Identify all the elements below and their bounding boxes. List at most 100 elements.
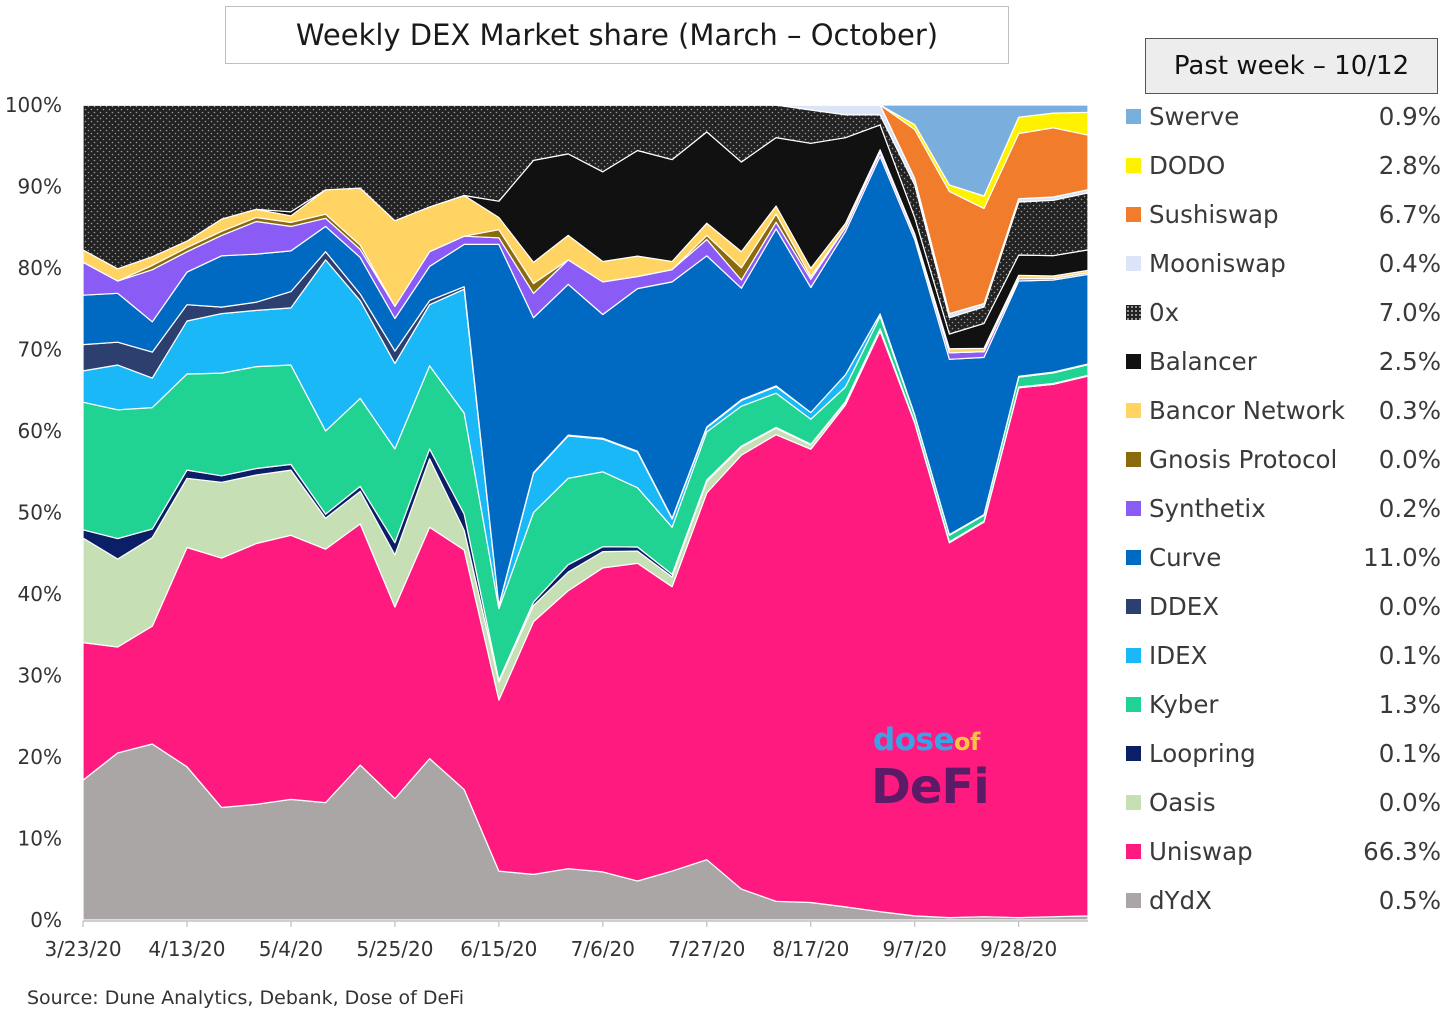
legend-swatch — [1126, 598, 1141, 614]
logo-text-of: of — [953, 728, 980, 756]
y-tick-label: 0% — [30, 908, 62, 932]
legend-item: IDEX 0.1% — [1126, 635, 1441, 675]
y-tick-label: 60% — [18, 419, 62, 443]
legend-value: 1.3% — [1378, 689, 1441, 719]
legend-value: 2.8% — [1378, 150, 1441, 180]
legend-item: Swerve 0.9% — [1126, 96, 1441, 136]
y-tick-label: 40% — [18, 582, 62, 606]
legend-swatch — [1126, 108, 1141, 124]
legend-value: 0.0% — [1378, 591, 1441, 621]
legend-value: 0.4% — [1378, 248, 1441, 278]
legend-label: IDEX — [1149, 640, 1208, 670]
legend-value: 0.5% — [1378, 885, 1441, 915]
legend-item: Gnosis Protocol 0.0% — [1126, 439, 1441, 479]
legend-label: Kyber — [1149, 689, 1219, 719]
legend-item: Oasis 0.0% — [1126, 782, 1441, 822]
legend-value: 6.7% — [1378, 199, 1441, 229]
dose-of-defi-logo — [836, 668, 994, 858]
legend-swatch — [1126, 451, 1141, 467]
legend-value: 0.2% — [1378, 493, 1441, 523]
x-axis: 3/23/20 4/13/20 5/4/20 5/25/20 6/15/20 7/6/20… — [44, 920, 1088, 961]
y-tick-label: 70% — [18, 338, 62, 362]
source-note: Source: Dune Analytics, Debank, Dose of … — [27, 987, 465, 1009]
legend-value: 0.1% — [1378, 640, 1441, 670]
x-tick-label: 5/4/20 — [259, 937, 323, 961]
legend-swatch — [1126, 500, 1141, 516]
y-tick-label: 80% — [18, 256, 62, 280]
legend-value: 0.9% — [1378, 101, 1441, 131]
x-tick-label: 4/13/20 — [148, 937, 225, 961]
legend-label: Loopring — [1149, 738, 1256, 768]
logo-text-defi: DeFi — [871, 759, 990, 815]
legend-item: dYdX 0.5% — [1126, 880, 1441, 920]
x-tick-label: 6/15/20 — [460, 937, 537, 961]
legend-swatch — [1126, 402, 1141, 418]
x-tick-label: 9/7/20 — [883, 937, 947, 961]
legend-item: Loopring 0.1% — [1126, 733, 1441, 773]
legend-value: 7.0% — [1378, 297, 1441, 327]
y-tick-label: 100% — [5, 93, 62, 117]
legend-label: Synthetix — [1149, 493, 1266, 523]
legend-swatch — [1126, 549, 1141, 565]
y-tick-label: 30% — [18, 664, 62, 688]
legend-label: Swerve — [1149, 101, 1240, 131]
legend-swatch — [1126, 892, 1141, 908]
legend-item: DDEX 0.0% — [1126, 586, 1441, 626]
legend-value: 0.0% — [1378, 444, 1441, 474]
x-tick-label: 7/27/20 — [668, 937, 745, 961]
legend-value: 0.3% — [1378, 395, 1441, 425]
legend-item: Bancor Network 0.3% — [1126, 390, 1441, 430]
x-tick-label: 3/23/20 — [44, 937, 121, 961]
x-tick-label: 8/17/20 — [772, 937, 849, 961]
legend-label: 0x — [1149, 297, 1180, 327]
legend-label: Mooniswap — [1149, 248, 1286, 278]
y-tick-label: 10% — [18, 827, 62, 851]
legend-swatch — [1126, 843, 1141, 859]
legend-swatch — [1126, 647, 1141, 663]
legend-item: Synthetix 0.2% — [1126, 488, 1441, 528]
legend-item: DODO 2.8% — [1126, 145, 1441, 185]
legend-value: 11.0% — [1363, 542, 1441, 572]
legend-swatch — [1126, 353, 1141, 369]
legend-swatch — [1126, 794, 1141, 810]
legend-item: Sushiswap 6.7% — [1126, 194, 1441, 234]
legend-label: dYdX — [1149, 885, 1212, 915]
legend-swatch — [1126, 696, 1141, 712]
x-tick-label: 7/6/20 — [571, 937, 635, 961]
legend-value: 0.1% — [1378, 738, 1441, 768]
area-swerve — [82, 104, 1089, 197]
y-tick-label: 20% — [18, 745, 62, 769]
x-tick-label: 5/25/20 — [356, 937, 433, 961]
legend-label: Bancor Network — [1149, 395, 1345, 425]
logo-text-dose: doseof — [873, 722, 980, 758]
legend-item: Mooniswap 0.4% — [1126, 243, 1441, 283]
y-tick-label: 50% — [18, 501, 62, 525]
legend-swatch — [1126, 255, 1141, 271]
legend-value: 0.0% — [1378, 787, 1441, 817]
y-tick-label: 90% — [18, 175, 62, 199]
legend-item: Kyber 1.3% — [1126, 684, 1441, 724]
legend-label: Gnosis Protocol — [1149, 444, 1338, 474]
legend-item: Uniswap 66.3% — [1126, 831, 1441, 871]
legend-label: Sushiswap — [1149, 199, 1279, 229]
legend-label: Oasis — [1149, 787, 1216, 817]
legend-header: Past week – 10/12 — [1145, 38, 1438, 94]
legend-label: DODO — [1149, 150, 1226, 180]
legend-swatch — [1126, 157, 1141, 173]
area-layers — [82, 104, 1089, 921]
legend-item: Curve 11.0% — [1126, 537, 1441, 577]
legend-label: Balancer — [1149, 346, 1257, 376]
legend-swatch — [1126, 304, 1141, 320]
chart-title: Weekly DEX Market share (March – October… — [225, 6, 1009, 64]
x-tick-label: 9/28/20 — [980, 937, 1057, 961]
legend-swatch — [1126, 745, 1141, 761]
legend-value: 2.5% — [1378, 346, 1441, 376]
legend-swatch — [1126, 206, 1141, 222]
legend-item: Balancer 2.5% — [1126, 341, 1441, 381]
legend-label: DDEX — [1149, 591, 1219, 621]
legend-label: Uniswap — [1149, 836, 1253, 866]
legend-label: Curve — [1149, 542, 1222, 572]
legend-item: 0x 7.0% — [1126, 292, 1441, 332]
legend-value: 66.3% — [1363, 836, 1441, 866]
